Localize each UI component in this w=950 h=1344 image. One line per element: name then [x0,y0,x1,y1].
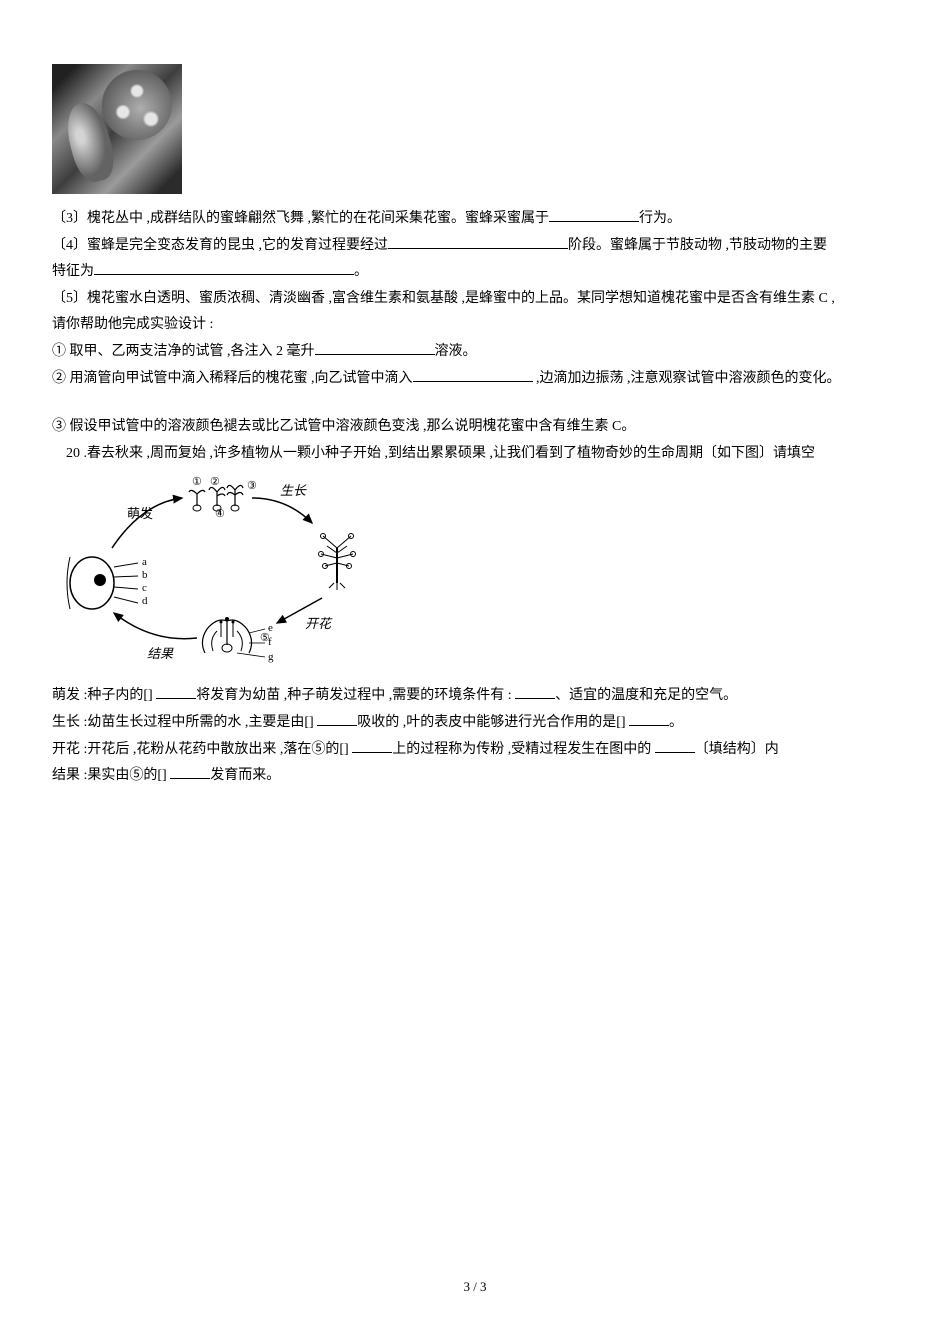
blank [655,739,695,753]
label-5: ⑤ [260,632,270,644]
line-kaihua: 开花 :开花后 ,花粉从花药中散放出来 ,落在⑤的[] 上的过程称为传粉 ,受精… [52,737,898,764]
mengfa-t1: 种子内的[] [87,688,152,703]
jieguo-t1: 果实由⑤的[] [87,768,166,783]
label-4: ④ [215,508,225,520]
q20-num: 20 . [66,446,87,461]
q5-prefix: 〔5〕 [52,291,87,306]
question-4-cont: 特征为 。 [52,259,898,286]
jieguo-t2: 发育而来。 [210,768,280,783]
q3-prefix: 〔3〕 [52,211,87,226]
step1-text1: 取甲、乙两支洁净的试管 ,各注入 2 毫升 [70,344,315,359]
line-mengfa: 萌发 :种子内的[] 将发育为幼苗 ,种子萌发过程中 ,需要的环境条件有 : 、… [52,683,898,710]
step2-prefix: ② [52,371,66,386]
question-5: 〔5〕槐花蜜水白透明、蜜质浓稠、清淡幽香 ,富含维生素和氨基酸 ,是蜂蜜中的上品… [52,286,898,313]
q5-text2: 请你帮助他完成实验设计 : [52,317,213,332]
blank [170,765,210,779]
shengzhang-t1: 幼苗生长过程中所需的水 ,主要是由[] [87,715,313,730]
lifecycle-diagram: a b c d 萌发 ① ② ③ ④ 生长 [52,473,382,673]
q3-text1: 槐花丛中 ,成群结队的蜜蜂翩然飞舞 ,繁忙的在花间采集花蜜。蜜蜂采蜜属于 [87,211,549,226]
question-20: 20 .春去秋来 ,周而复始 ,许多植物从一颗小种子开始 ,到结出累累硕果 ,让… [52,441,898,468]
q4-text1: 蜜蜂是完全变态发育的昆虫 ,它的发育过程要经过 [87,238,388,253]
step1-text2: 溶液。 [435,344,477,359]
mengfa-label: 萌发 : [52,688,87,703]
q4-text4: 。 [354,264,368,279]
q4-text3: 特征为 [52,264,94,279]
jieguo-label: 结果 : [52,768,87,783]
blank [156,685,196,699]
step1-prefix: ① [52,344,66,359]
label-c: c [142,582,147,594]
question-3: 〔3〕槐花丛中 ,成群结队的蜜蜂翩然飞舞 ,繁忙的在花间采集花蜜。蜜蜂采蜜属于 行… [52,206,898,233]
label-jieguo-brush: 结果 [147,646,174,661]
label-shengzhang-brush: 生长 [280,483,307,498]
kaihua-t2: 上的过程称为传粉 ,受精过程发生在图中的 [392,742,651,757]
blank [315,341,435,355]
blank [352,739,392,753]
blank [629,712,669,726]
blank [413,368,533,382]
label-mengfa: 萌发 [127,506,153,521]
step-1: ① 取甲、乙两支洁净的试管 ,各注入 2 毫升 溶液。 [52,339,898,366]
q4-text2: 阶段。蜜蜂属于节肢动物 ,节肢动物的主要 [568,238,827,253]
blank [515,685,555,699]
mengfa-t3: 、适宜的温度和充足的空气。 [555,688,737,703]
label-g: g [268,651,274,663]
shengzhang-t2: 吸收的 ,叶的表皮中能够进行光合作用的是[] [357,715,625,730]
label-a: a [142,556,147,568]
spacer [52,392,898,414]
label-1: ① [192,476,202,488]
kaihua-label: 开花 : [52,742,87,757]
label-3: ③ [247,480,257,492]
question-4: 〔4〕蜜蜂是完全变态发育的昆虫 ,它的发育过程要经过 阶段。蜜蜂属于节肢动物 ,节… [52,233,898,260]
plant-photo [52,64,182,194]
label-kaihua-brush: 开花 [305,616,333,631]
blank [549,208,639,222]
q3-text2: 行为。 [639,211,681,226]
step-2: ② 用滴管向甲试管中滴入稀释后的槐花蜜 ,向乙试管中滴入 ,边滴加边振荡 ,注意… [52,366,898,393]
blank [388,235,568,249]
blank [94,261,354,275]
line-jieguo: 结果 :果实由⑤的[] 发育而来。 [52,763,898,790]
label-2: ② [210,476,220,488]
step3-text1: 假设甲试管中的溶液颜色褪去或比乙试管中溶液颜色变浅 ,那么说明槐花蜜中含有维生素… [70,419,636,434]
blank [317,712,357,726]
label-d: d [142,595,148,607]
shengzhang-t3: 。 [669,715,683,730]
q5-text1: 槐花蜜水白透明、蜜质浓稠、清淡幽香 ,富含维生素和氨基酸 ,是蜂蜜中的上品。某同… [87,291,835,306]
shengzhang-label: 生长 : [52,715,87,730]
mengfa-t2: 将发育为幼苗 ,种子萌发过程中 ,需要的环境条件有 : [196,688,511,703]
q20-text1: 春去秋来 ,周而复始 ,许多植物从一颗小种子开始 ,到结出累累硕果 ,让我们看到… [87,446,815,461]
line-shengzhang: 生长 :幼苗生长过程中所需的水 ,主要是由[] 吸收的 ,叶的表皮中能够进行光合… [52,710,898,737]
step2-text1: 用滴管向甲试管中滴入稀释后的槐花蜜 ,向乙试管中滴入 [70,371,413,386]
q4-prefix: 〔4〕 [52,238,87,253]
question-5-cont: 请你帮助他完成实验设计 : [52,312,898,339]
label-b: b [142,569,148,581]
step3-prefix: ③ [52,419,66,434]
kaihua-t1: 开花后 ,花粉从花药中散放出来 ,落在⑤的[] [87,742,348,757]
page-footer: 3 / 3 [0,1275,950,1300]
kaihua-t3: 〔填结构〕内 [695,742,779,757]
step2-text2: ,边滴加边振荡 ,注意观察试管中溶液颜色的变化。 [536,371,841,386]
step-3: ③ 假设甲试管中的溶液颜色褪去或比乙试管中溶液颜色变浅 ,那么说明槐花蜜中含有维… [52,414,898,441]
